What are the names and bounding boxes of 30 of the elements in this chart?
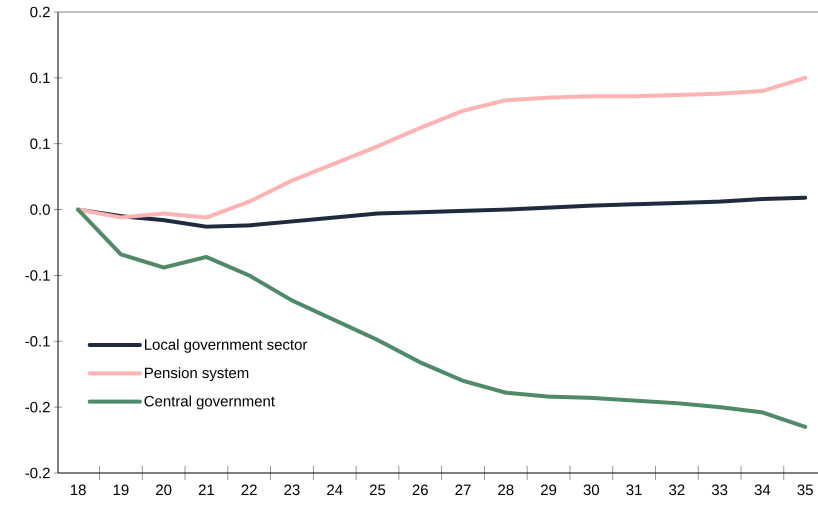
legend-label: Pension system xyxy=(144,367,248,382)
x-tick-label: 27 xyxy=(455,484,471,495)
x-tick-label: 24 xyxy=(327,484,343,495)
x-tick-label: 23 xyxy=(284,484,300,496)
x-tick-label: 32 xyxy=(669,484,684,496)
x-tick-label: 34 xyxy=(754,484,770,496)
y-tick-label: 0.2 xyxy=(30,6,50,18)
x-tick-label: 30 xyxy=(584,484,600,496)
y-tick-label: -0.1 xyxy=(25,270,50,281)
x-tick-label: 18 xyxy=(70,484,86,496)
line-series xyxy=(76,196,808,229)
y-tick-label: -0.2 xyxy=(25,402,50,412)
x-tick-label: 33 xyxy=(712,484,728,496)
legend-label: Local government sector xyxy=(144,338,308,353)
x-tick-label: 25 xyxy=(370,484,386,496)
y-tick-label: 0.1 xyxy=(30,138,50,149)
x-tick-label: 31 xyxy=(626,484,642,496)
y-tick-label: 0.0 xyxy=(30,204,50,215)
x-tick-label: 22 xyxy=(242,484,257,495)
x-tick-label: 26 xyxy=(412,484,428,496)
y-tick-label: -0.1 xyxy=(25,336,50,347)
x-tick-label: 29 xyxy=(541,484,556,496)
x-tick-label: 20 xyxy=(156,484,172,496)
x-tick-label: 28 xyxy=(498,484,514,496)
x-tick-label: 21 xyxy=(198,484,214,495)
y-tick-label: 0.1 xyxy=(30,72,50,84)
y-tick-label: -0.2 xyxy=(25,468,50,478)
x-tick-label: 35 xyxy=(797,484,813,496)
x-tick-label: 19 xyxy=(114,484,128,496)
legend-label: Central government xyxy=(144,396,275,410)
